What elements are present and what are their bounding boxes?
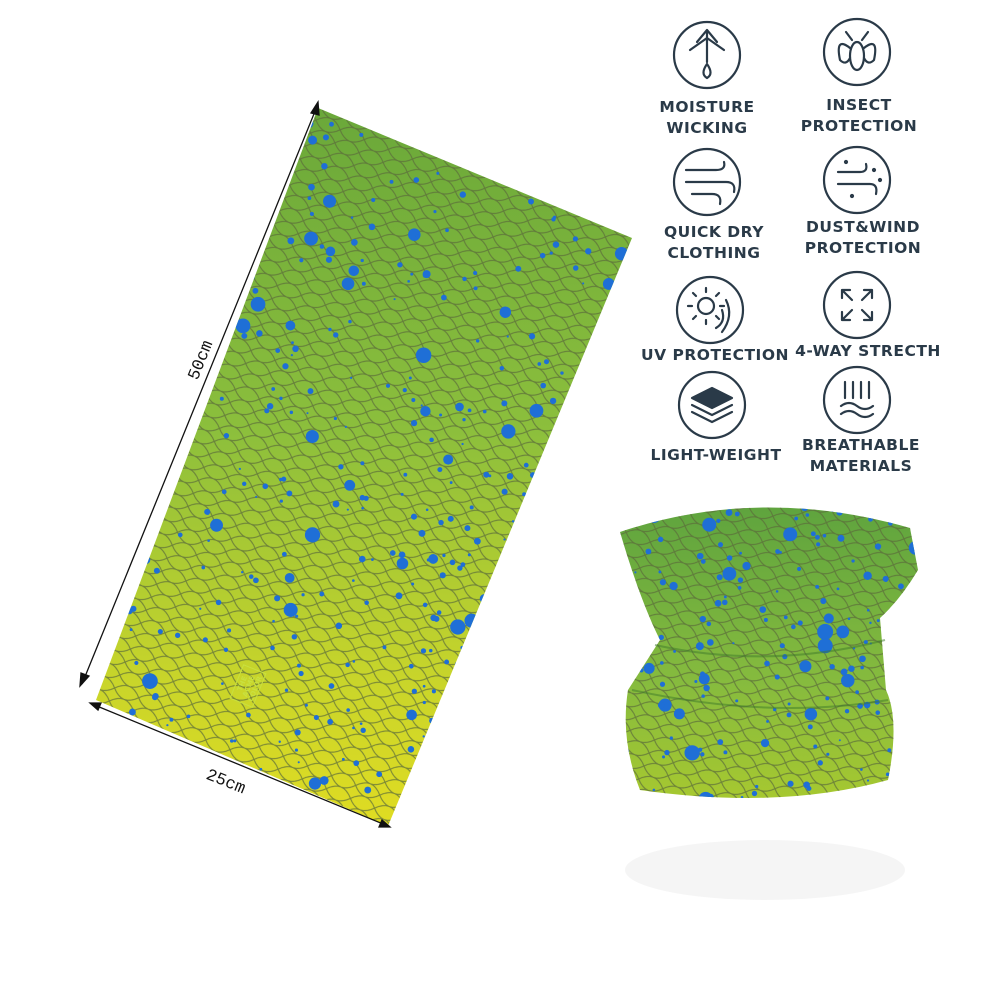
feature-label: QUICK DRY [664,223,764,241]
feature-icons [672,17,892,440]
feature-label: CLOTHING [668,244,761,262]
feature-label: PROTECTION [801,117,918,135]
feature-label: PROTECTION [805,239,922,257]
feature-labels: MOISTURE WICKING INSECT PROTECTION QUICK DRY… [641,96,941,475]
feature-label: DUST&WIND [806,218,920,236]
feature-label: UV PROTECTION [641,346,789,364]
banner [96,108,632,826]
gaiter [620,507,918,900]
feature-label: MOISTURE [659,98,754,116]
feature-label: LIGHT-WEIGHT [650,446,781,464]
feature-label: 4-WAY STRECTH [795,342,941,360]
feature-label: BREATHABLE [802,436,920,454]
width-label: 25cm [203,766,248,799]
dimension-lines [79,100,392,828]
feature-label: INSECT [826,96,891,114]
feature-label: WICKING [666,119,747,137]
feature-label: MATERIALS [810,457,913,475]
